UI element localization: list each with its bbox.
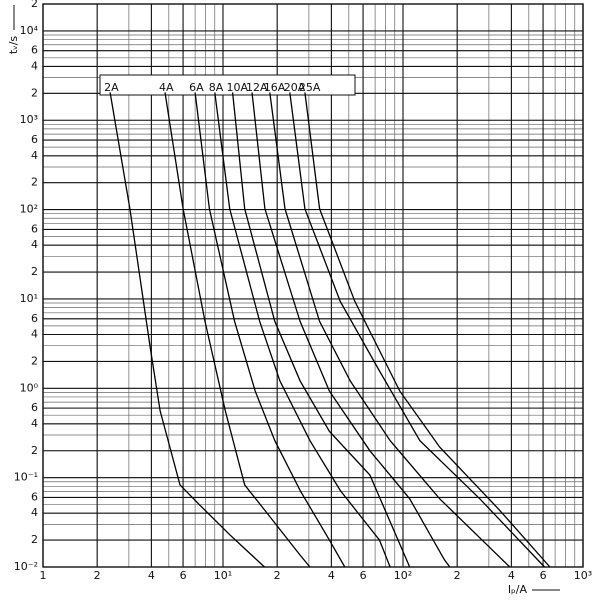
- fuse-curve: [164, 92, 311, 568]
- x-tick-label: 10¹: [214, 569, 232, 582]
- fuse-curve: [231, 92, 411, 568]
- fuse-curve: [304, 92, 551, 568]
- y-tick-label: 4: [31, 59, 38, 72]
- legend-box: [99, 74, 356, 96]
- legend-label: 16A: [264, 81, 286, 94]
- y-tick-label: 10⁴: [20, 24, 39, 37]
- legend-label: 4A: [159, 81, 174, 94]
- x-tick-label: 6: [180, 569, 187, 582]
- y-tick-label: 2: [31, 533, 38, 546]
- y-tick-label: 2: [31, 354, 38, 367]
- y-tick-label: 10¹: [20, 292, 38, 305]
- y-tick-label: 2: [31, 176, 38, 189]
- fuse-curve: [251, 92, 451, 568]
- y-tick-label: 4: [31, 417, 38, 430]
- y-tick-label: 4: [31, 506, 38, 519]
- x-tick-label: 4: [148, 569, 155, 582]
- y-tick-label: 10³: [20, 113, 38, 126]
- y-tick-label: 6: [31, 44, 38, 57]
- y-tick-label: 6: [31, 490, 38, 503]
- y-tick-label: 10⁰: [20, 381, 39, 394]
- x-tick-label: 4: [328, 569, 335, 582]
- y-tick-label: 10²: [20, 203, 38, 216]
- x-tick-label: 10²: [394, 569, 412, 582]
- fuse-curve: [214, 92, 391, 568]
- legend-label: 2A: [104, 81, 119, 94]
- y-tick-label: 2: [31, 265, 38, 278]
- x-tick-label: 1: [40, 569, 47, 582]
- legend-label: 6A: [189, 81, 204, 94]
- x-tick-label: 2: [274, 569, 281, 582]
- plot-frame: [42, 3, 584, 568]
- y-tick-label: 4: [31, 328, 38, 341]
- y-tick-label: 6: [31, 133, 38, 146]
- y-tick-label: 2: [31, 444, 38, 457]
- y-tick-label: 4: [31, 238, 38, 251]
- legend-label: 10A: [227, 81, 249, 94]
- x-tick-label: 6: [360, 569, 367, 582]
- legend-label: 20A: [284, 81, 306, 94]
- x-tick-label: 2: [94, 569, 101, 582]
- x-tick-label: 6: [540, 569, 547, 582]
- x-axis-label: Iₚ/A: [508, 583, 528, 596]
- y-tick-label: 2: [31, 0, 38, 10]
- fuse-curve: [194, 92, 346, 568]
- y-axis-label: tᵥ/s: [7, 36, 20, 55]
- legend-label: 8A: [209, 81, 224, 94]
- y-tick-label: 10⁻¹: [14, 471, 38, 484]
- y-tick-label: 6: [31, 222, 38, 235]
- y-tick-label: 6: [31, 312, 38, 325]
- fuse-curve: [269, 92, 511, 568]
- fuse-curve: [109, 92, 265, 568]
- fuse-curve: [289, 92, 545, 568]
- x-tick-label: 10³: [574, 569, 592, 582]
- legend-label: 25A: [299, 81, 321, 94]
- y-tick-label: 10⁻²: [14, 560, 38, 573]
- y-tick-label: 2: [31, 86, 38, 99]
- y-tick-label: 4: [31, 149, 38, 162]
- x-tick-label: 2: [454, 569, 461, 582]
- x-tick-label: 4: [508, 569, 515, 582]
- y-tick-label: 6: [31, 401, 38, 414]
- legend-label: 12A: [246, 81, 268, 94]
